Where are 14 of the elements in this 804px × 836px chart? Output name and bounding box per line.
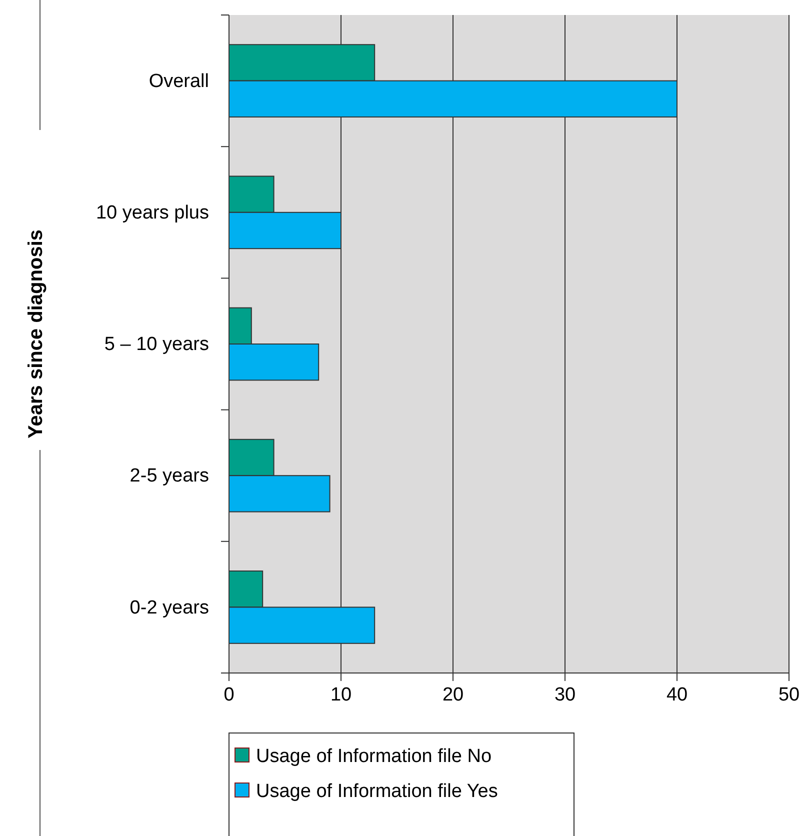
x-tick-label: 10 <box>330 684 352 706</box>
x-tick-label: 0 <box>224 684 234 706</box>
y-tick-label: 0-2 years <box>130 597 209 618</box>
legend-label: Usage of Information file Yes <box>256 781 498 802</box>
x-tick-label: 50 <box>778 684 800 706</box>
x-tick-label: 30 <box>554 684 576 706</box>
legend-label: Usage of Information file No <box>256 746 492 767</box>
y-axis-title: Years since diagnosis <box>25 230 47 438</box>
y-tick-label: 10 years plus <box>96 202 209 224</box>
x-tick-label: 40 <box>666 684 688 706</box>
y-tick-label: Overall <box>148 70 209 92</box>
y-tick-label: 5 – 10 years <box>104 334 209 356</box>
x-tick-label: 20 <box>442 684 464 706</box>
y-tick-label: 2-5 years <box>130 466 209 487</box>
